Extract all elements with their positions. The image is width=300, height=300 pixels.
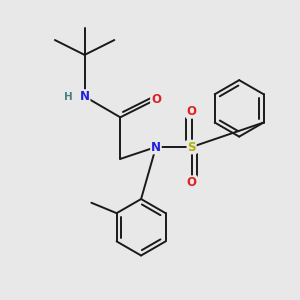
Text: O: O (151, 93, 161, 106)
Text: N: N (80, 90, 90, 103)
Text: S: S (188, 140, 196, 154)
Text: O: O (187, 176, 196, 189)
Text: N: N (151, 140, 161, 154)
Text: H: H (64, 92, 73, 101)
Text: O: O (187, 105, 196, 118)
